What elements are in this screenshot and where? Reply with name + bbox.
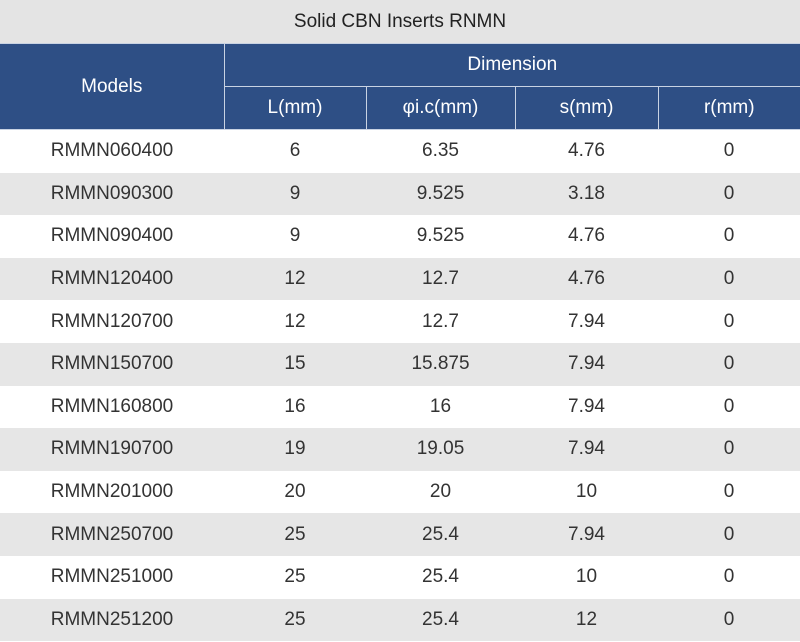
phi-ic-cell: 12.7 [366, 300, 515, 343]
inserts-table: Models Dimension L(mm) φi.c(mm) s(mm) r(… [0, 43, 800, 642]
s-cell: 7.94 [515, 513, 658, 556]
table-row: RMMN251000 25 25.4 10 0 [0, 555, 800, 599]
r-cell: 0 [658, 215, 800, 258]
column-header-l: L(mm) [223, 86, 367, 130]
l-cell: 9 [224, 172, 366, 216]
r-cell: 0 [658, 428, 800, 471]
phi-ic-cell: 9.525 [366, 172, 515, 216]
table-header: Models Dimension L(mm) φi.c(mm) s(mm) r(… [0, 43, 800, 130]
r-cell: 0 [658, 257, 800, 301]
table-row: RMMN120700 12 12.7 7.94 0 [0, 300, 800, 343]
r-cell: 0 [658, 470, 800, 514]
r-cell: 0 [658, 300, 800, 343]
l-cell: 19 [224, 428, 366, 471]
s-cell: 10 [515, 470, 658, 514]
l-cell: 25 [224, 598, 366, 642]
phi-ic-cell: 19.05 [366, 428, 515, 471]
table-row: RMMN250700 25 25.4 7.94 0 [0, 513, 800, 556]
table-body: RMMN060400 6 6.35 4.76 0 RMMN090300 9 9.525 3.18… [0, 129, 800, 642]
l-cell: 25 [224, 555, 366, 599]
phi-ic-cell: 25.4 [366, 598, 515, 642]
l-cell: 16 [224, 385, 366, 429]
model-cell: RMMN060400 [0, 129, 224, 173]
l-cell: 6 [224, 129, 366, 173]
s-cell: 4.76 [515, 129, 658, 173]
phi-ic-cell: 25.4 [366, 513, 515, 556]
l-cell: 15 [224, 342, 366, 386]
phi-ic-cell: 6.35 [366, 129, 515, 173]
model-cell: RMMN251200 [0, 598, 224, 642]
l-cell: 12 [224, 300, 366, 343]
phi-ic-cell: 12.7 [366, 257, 515, 301]
table-row: RMMN060400 6 6.35 4.76 0 [0, 129, 800, 173]
phi-ic-cell: 9.525 [366, 215, 515, 258]
column-header-phi-ic: φi.c(mm) [365, 86, 516, 130]
r-cell: 0 [658, 342, 800, 386]
model-cell: RMMN120700 [0, 300, 224, 343]
model-cell: RMMN090400 [0, 215, 224, 258]
r-cell: 0 [658, 129, 800, 173]
model-cell: RMMN160800 [0, 385, 224, 429]
table-row: RMMN090300 9 9.525 3.18 0 [0, 172, 800, 216]
l-cell: 12 [224, 257, 366, 301]
table-row: RMMN120400 12 12.7 4.76 0 [0, 257, 800, 301]
s-cell: 7.94 [515, 342, 658, 386]
column-header-r: r(mm) [657, 86, 800, 130]
table-title: Solid CBN Inserts RNMN [0, 0, 800, 43]
s-cell: 7.94 [515, 300, 658, 343]
model-cell: RMMN201000 [0, 470, 224, 514]
phi-ic-cell: 25.4 [366, 555, 515, 599]
table-row: RMMN201000 20 20 10 0 [0, 470, 800, 514]
s-cell: 3.18 [515, 172, 658, 216]
table-row: RMMN160800 16 16 7.94 0 [0, 385, 800, 429]
r-cell: 0 [658, 598, 800, 642]
model-cell: RMMN150700 [0, 342, 224, 386]
s-cell: 7.94 [515, 428, 658, 471]
column-header-s: s(mm) [514, 86, 659, 130]
r-cell: 0 [658, 513, 800, 556]
r-cell: 0 [658, 172, 800, 216]
model-cell: RMMN120400 [0, 257, 224, 301]
s-cell: 4.76 [515, 257, 658, 301]
s-cell: 10 [515, 555, 658, 599]
table-row: RMMN251200 25 25.4 12 0 [0, 598, 800, 642]
s-cell: 12 [515, 598, 658, 642]
l-cell: 9 [224, 215, 366, 258]
column-header-models: Models [0, 43, 225, 130]
phi-ic-cell: 15.875 [366, 342, 515, 386]
model-cell: RMMN251000 [0, 555, 224, 599]
column-group-dimension: Dimension [223, 43, 800, 87]
table-row: RMMN150700 15 15.875 7.94 0 [0, 342, 800, 386]
model-cell: RMMN190700 [0, 428, 224, 471]
table-row: RMMN190700 19 19.05 7.94 0 [0, 428, 800, 471]
model-cell: RMMN250700 [0, 513, 224, 556]
l-cell: 20 [224, 470, 366, 514]
r-cell: 0 [658, 555, 800, 599]
l-cell: 25 [224, 513, 366, 556]
phi-ic-cell: 20 [366, 470, 515, 514]
r-cell: 0 [658, 385, 800, 429]
table-row: RMMN090400 9 9.525 4.76 0 [0, 215, 800, 258]
phi-ic-cell: 16 [366, 385, 515, 429]
s-cell: 4.76 [515, 215, 658, 258]
s-cell: 7.94 [515, 385, 658, 429]
model-cell: RMMN090300 [0, 172, 224, 216]
